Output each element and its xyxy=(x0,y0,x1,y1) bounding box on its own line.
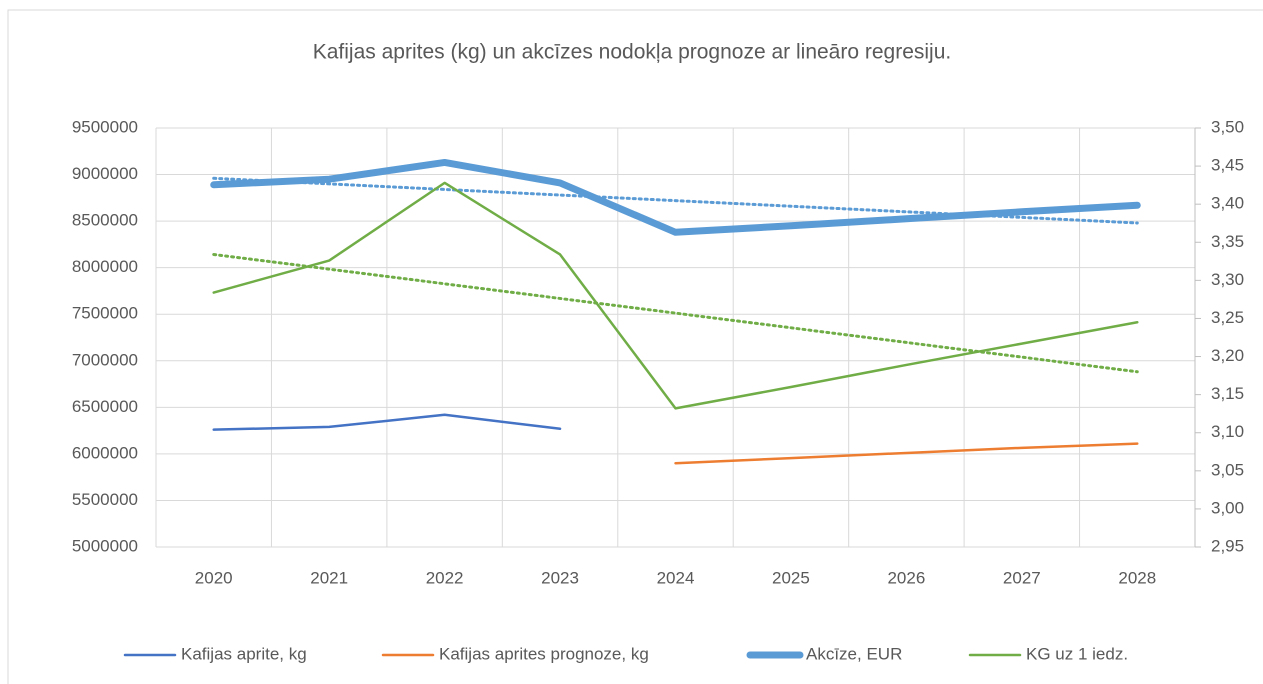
y-tick-label: 5000000 xyxy=(72,536,138,555)
x-tick-label: 2024 xyxy=(657,568,695,587)
trendline xyxy=(212,252,1139,374)
x-tick-label: 2027 xyxy=(1003,568,1041,587)
x-tick-label: 2028 xyxy=(1118,568,1156,587)
legend-label: KG uz 1 iedz. xyxy=(1026,644,1128,663)
series-line xyxy=(212,413,562,431)
y-tick-label: 5500000 xyxy=(72,490,138,509)
chart-title: Kafijas aprites (kg) un akcīzes nodokļa … xyxy=(313,41,952,64)
y-tick-label: 8000000 xyxy=(72,257,138,276)
series-line xyxy=(674,442,1139,465)
y2-tick-label: 3,00 xyxy=(1211,498,1244,517)
x-tick-label: 2023 xyxy=(541,568,579,587)
x-tick-label: 2020 xyxy=(195,568,233,587)
y2-tick-label: 3,50 xyxy=(1211,117,1244,136)
x-tick-label: 2025 xyxy=(772,568,810,587)
y2-tick-label: 3,20 xyxy=(1211,346,1244,365)
y-tick-label: 9500000 xyxy=(72,117,138,136)
y-tick-label: 6000000 xyxy=(72,443,138,462)
y-tick-label: 9000000 xyxy=(72,164,138,183)
legend-label: Kafijas aprite, kg xyxy=(181,644,307,663)
y2-tick-label: 3,15 xyxy=(1211,384,1244,403)
y2-tick-label: 3,30 xyxy=(1211,270,1244,289)
series-line xyxy=(210,158,1141,236)
legend-label: Kafijas aprites prognoze, kg xyxy=(439,644,649,663)
y2-tick-label: 3,05 xyxy=(1211,460,1244,479)
x-tick-label: 2022 xyxy=(426,568,464,587)
y2-tick-label: 3,25 xyxy=(1211,308,1244,327)
y-tick-label: 7000000 xyxy=(72,350,138,369)
x-tick-label: 2021 xyxy=(310,568,348,587)
y2-tick-label: 2,95 xyxy=(1211,536,1244,555)
series-line xyxy=(212,181,1139,410)
legend-label: Akcīze, EUR xyxy=(806,644,902,663)
y-tick-label: 6500000 xyxy=(72,397,138,416)
y2-tick-label: 3,40 xyxy=(1211,194,1244,213)
chart-border xyxy=(7,9,1263,684)
y2-tick-label: 3,45 xyxy=(1211,156,1244,175)
x-tick-label: 2026 xyxy=(887,568,925,587)
y2-tick-label: 3,35 xyxy=(1211,232,1244,251)
y2-tick-label: 3,10 xyxy=(1211,422,1244,441)
y-tick-label: 7500000 xyxy=(72,304,138,323)
y-tick-label: 8500000 xyxy=(72,211,138,230)
